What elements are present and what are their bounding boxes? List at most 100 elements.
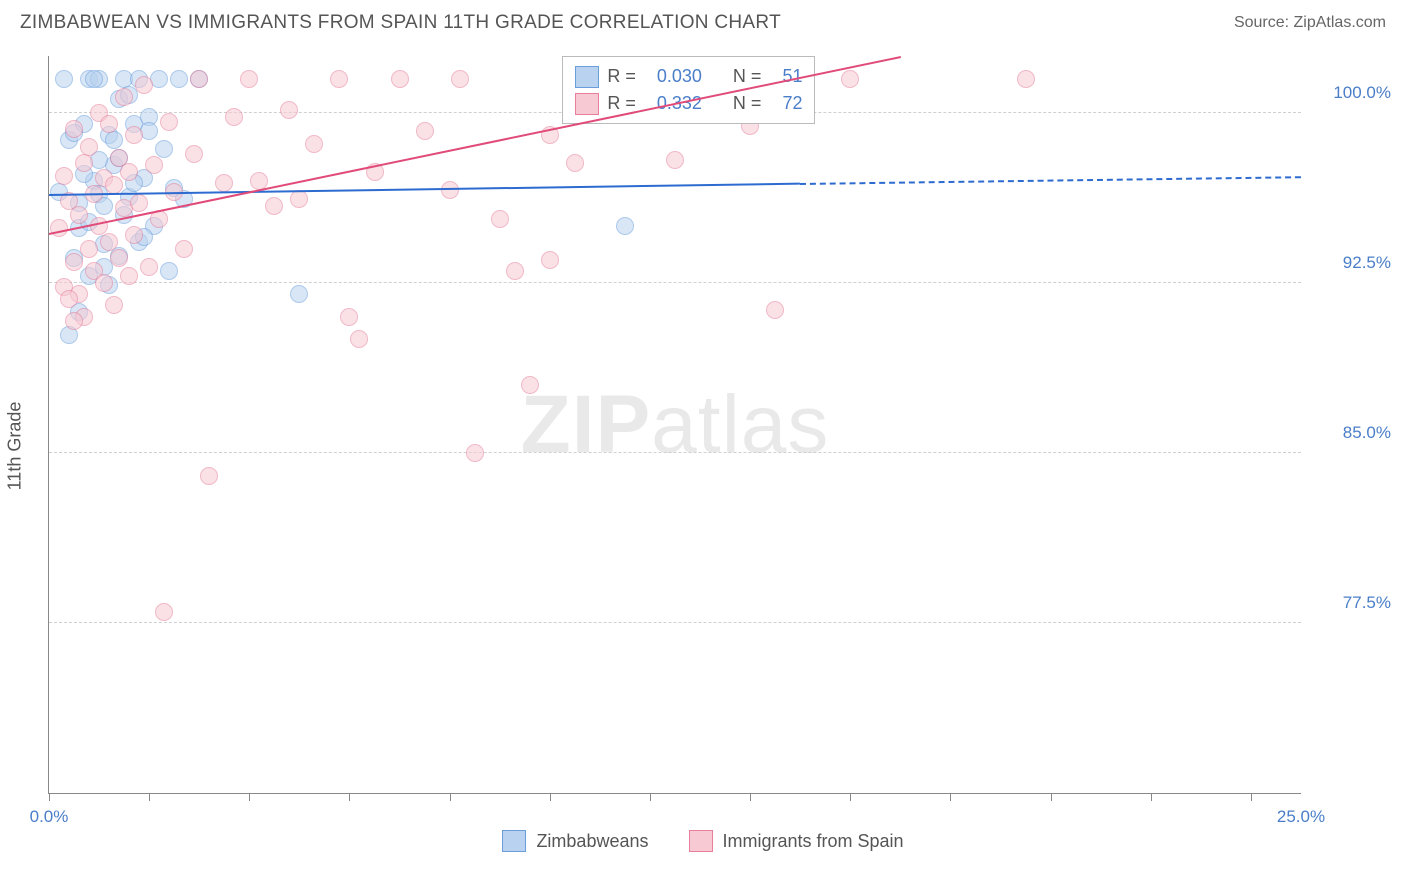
scatter-point: [55, 167, 73, 185]
scatter-point: [70, 206, 88, 224]
scatter-point: [225, 108, 243, 126]
scatter-point: [135, 76, 153, 94]
scatter-point: [200, 467, 218, 485]
x-tick: [450, 793, 451, 801]
x-tick-label: 25.0%: [1277, 807, 1325, 827]
chart-title: ZIMBABWEAN VS IMMIGRANTS FROM SPAIN 11TH…: [20, 12, 781, 34]
legend-swatch: [502, 830, 526, 852]
scatter-point: [330, 70, 348, 88]
scatter-point: [125, 126, 143, 144]
scatter-point: [120, 163, 138, 181]
scatter-point: [416, 122, 434, 140]
scatter-point: [305, 135, 323, 153]
scatter-point: [521, 376, 539, 394]
scatter-point: [350, 330, 368, 348]
scatter-point: [175, 240, 193, 258]
x-tick: [349, 793, 350, 801]
x-tick: [1151, 793, 1152, 801]
scatter-point: [55, 70, 73, 88]
x-tick: [950, 793, 951, 801]
legend-item: Immigrants from Spain: [689, 830, 904, 852]
scatter-point: [65, 312, 83, 330]
scatter-point: [491, 210, 509, 228]
stat-n-value: 72: [782, 90, 802, 117]
y-tick-label: 92.5%: [1311, 253, 1391, 273]
scatter-point: [391, 70, 409, 88]
gridline-h: [49, 282, 1301, 283]
stats-row: R = 0.332 N = 72: [575, 90, 802, 117]
stats-row: R = 0.030 N = 51: [575, 63, 802, 90]
gridline-h: [49, 622, 1301, 623]
scatter-point: [50, 219, 68, 237]
scatter-point: [215, 174, 233, 192]
scatter-point: [265, 197, 283, 215]
x-tick: [550, 793, 551, 801]
scatter-point: [185, 145, 203, 163]
scatter-point: [766, 301, 784, 319]
scatter-point: [115, 88, 133, 106]
x-tick-label: 0.0%: [30, 807, 69, 827]
legend-item: Zimbabweans: [502, 830, 648, 852]
scatter-point: [1017, 70, 1035, 88]
chart-plot-area: ZIPatlas 77.5%85.0%92.5%100.0%0.0%25.0%R…: [48, 56, 1301, 794]
stat-r-value: 0.030: [657, 63, 702, 90]
legend-swatch: [689, 830, 713, 852]
scatter-point: [80, 240, 98, 258]
scatter-point: [125, 226, 143, 244]
scatter-point: [616, 217, 634, 235]
scatter-point: [85, 70, 103, 88]
scatter-point: [105, 131, 123, 149]
gridline-h: [49, 452, 1301, 453]
scatter-point: [120, 267, 138, 285]
scatter-point: [170, 70, 188, 88]
scatter-point: [240, 70, 258, 88]
scatter-point: [666, 151, 684, 169]
x-tick: [249, 793, 250, 801]
trend-line: [49, 183, 800, 196]
scatter-point: [155, 140, 173, 158]
scatter-point: [65, 120, 83, 138]
scatter-point: [290, 285, 308, 303]
scatter-point: [145, 156, 163, 174]
legend-swatch: [575, 93, 599, 115]
scatter-point: [841, 70, 859, 88]
y-tick-label: 100.0%: [1311, 83, 1391, 103]
scatter-point: [160, 262, 178, 280]
scatter-point: [60, 290, 78, 308]
x-tick: [149, 793, 150, 801]
scatter-point: [105, 296, 123, 314]
legend-bottom: Zimbabweans Immigrants from Spain: [0, 830, 1406, 852]
stat-r-label: R =: [607, 63, 636, 90]
scatter-point: [190, 70, 208, 88]
scatter-point: [290, 190, 308, 208]
scatter-point: [506, 262, 524, 280]
scatter-point: [541, 251, 559, 269]
scatter-point: [155, 603, 173, 621]
trend-line: [800, 176, 1301, 185]
x-tick: [1251, 793, 1252, 801]
scatter-point: [466, 444, 484, 462]
scatter-point: [340, 308, 358, 326]
x-tick: [650, 793, 651, 801]
y-tick-label: 85.0%: [1311, 423, 1391, 443]
stat-n-label: N =: [733, 90, 762, 117]
y-axis-label: 11th Grade: [5, 402, 26, 491]
legend-label: Zimbabweans: [536, 831, 648, 852]
scatter-point: [95, 274, 113, 292]
x-tick: [750, 793, 751, 801]
x-tick: [850, 793, 851, 801]
legend-swatch: [575, 66, 599, 88]
scatter-point: [100, 115, 118, 133]
scatter-point: [110, 249, 128, 267]
x-tick: [1051, 793, 1052, 801]
legend-label: Immigrants from Spain: [723, 831, 904, 852]
scatter-point: [80, 138, 98, 156]
source-attribution: Source: ZipAtlas.com: [1234, 14, 1386, 32]
stats-legend-box: R = 0.030 N = 51R = 0.332 N = 72: [562, 56, 815, 124]
watermark: ZIPatlas: [521, 378, 830, 472]
scatter-point: [451, 70, 469, 88]
scatter-point: [75, 154, 93, 172]
scatter-point: [566, 154, 584, 172]
x-tick: [49, 793, 50, 801]
scatter-point: [130, 194, 148, 212]
